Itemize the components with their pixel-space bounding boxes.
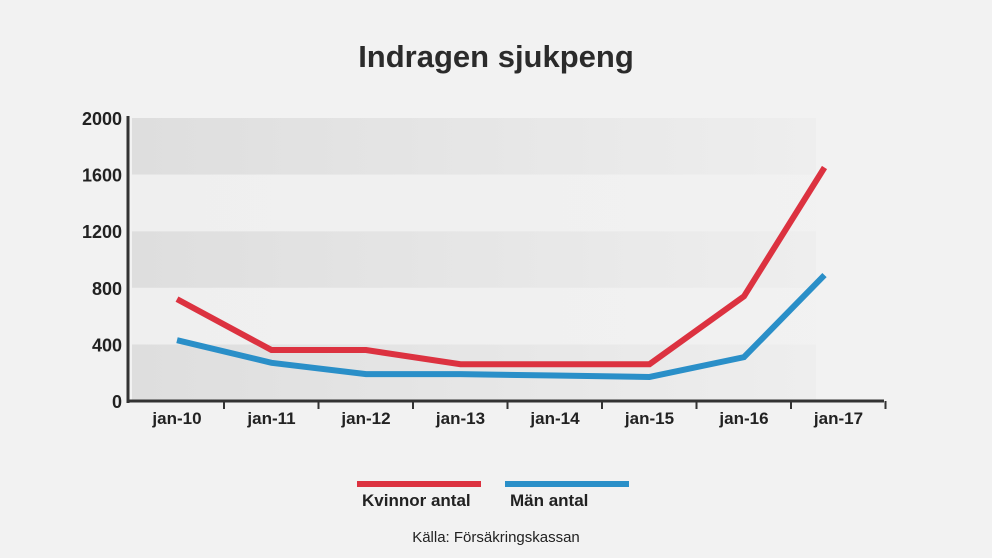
x-tick-label: jan-13 — [435, 409, 485, 428]
legend-swatch — [357, 481, 481, 487]
y-tick-label: 800 — [92, 279, 122, 299]
legend-label: Kvinnor antal — [362, 491, 471, 510]
series-line-kvinnor-antal — [175, 165, 828, 368]
legend-swatch — [505, 481, 629, 487]
y-tick-label: 1600 — [82, 166, 122, 186]
chart-title: Indragen sjukpeng — [358, 39, 634, 74]
y-tick-label: 2000 — [82, 109, 122, 129]
source-note: Källa: Försäkringskassan — [412, 529, 580, 546]
series-line-män-antal — [176, 272, 827, 380]
y-tick-label: 400 — [92, 335, 122, 355]
y-tick-label: 0 — [112, 392, 122, 412]
x-tick-label: jan-15 — [624, 409, 674, 428]
x-tick-label: jan-14 — [529, 409, 580, 428]
x-tick-label: jan-10 — [151, 409, 201, 428]
x-tick-label: jan-11 — [246, 409, 295, 428]
grid-fade — [132, 118, 816, 401]
legend-label: Män antal — [510, 491, 588, 510]
x-tick-label: jan-12 — [340, 409, 390, 428]
y-tick-label: 1200 — [82, 222, 122, 242]
x-tick-label: jan-16 — [718, 409, 768, 428]
x-tick-label: jan-17 — [813, 409, 863, 428]
